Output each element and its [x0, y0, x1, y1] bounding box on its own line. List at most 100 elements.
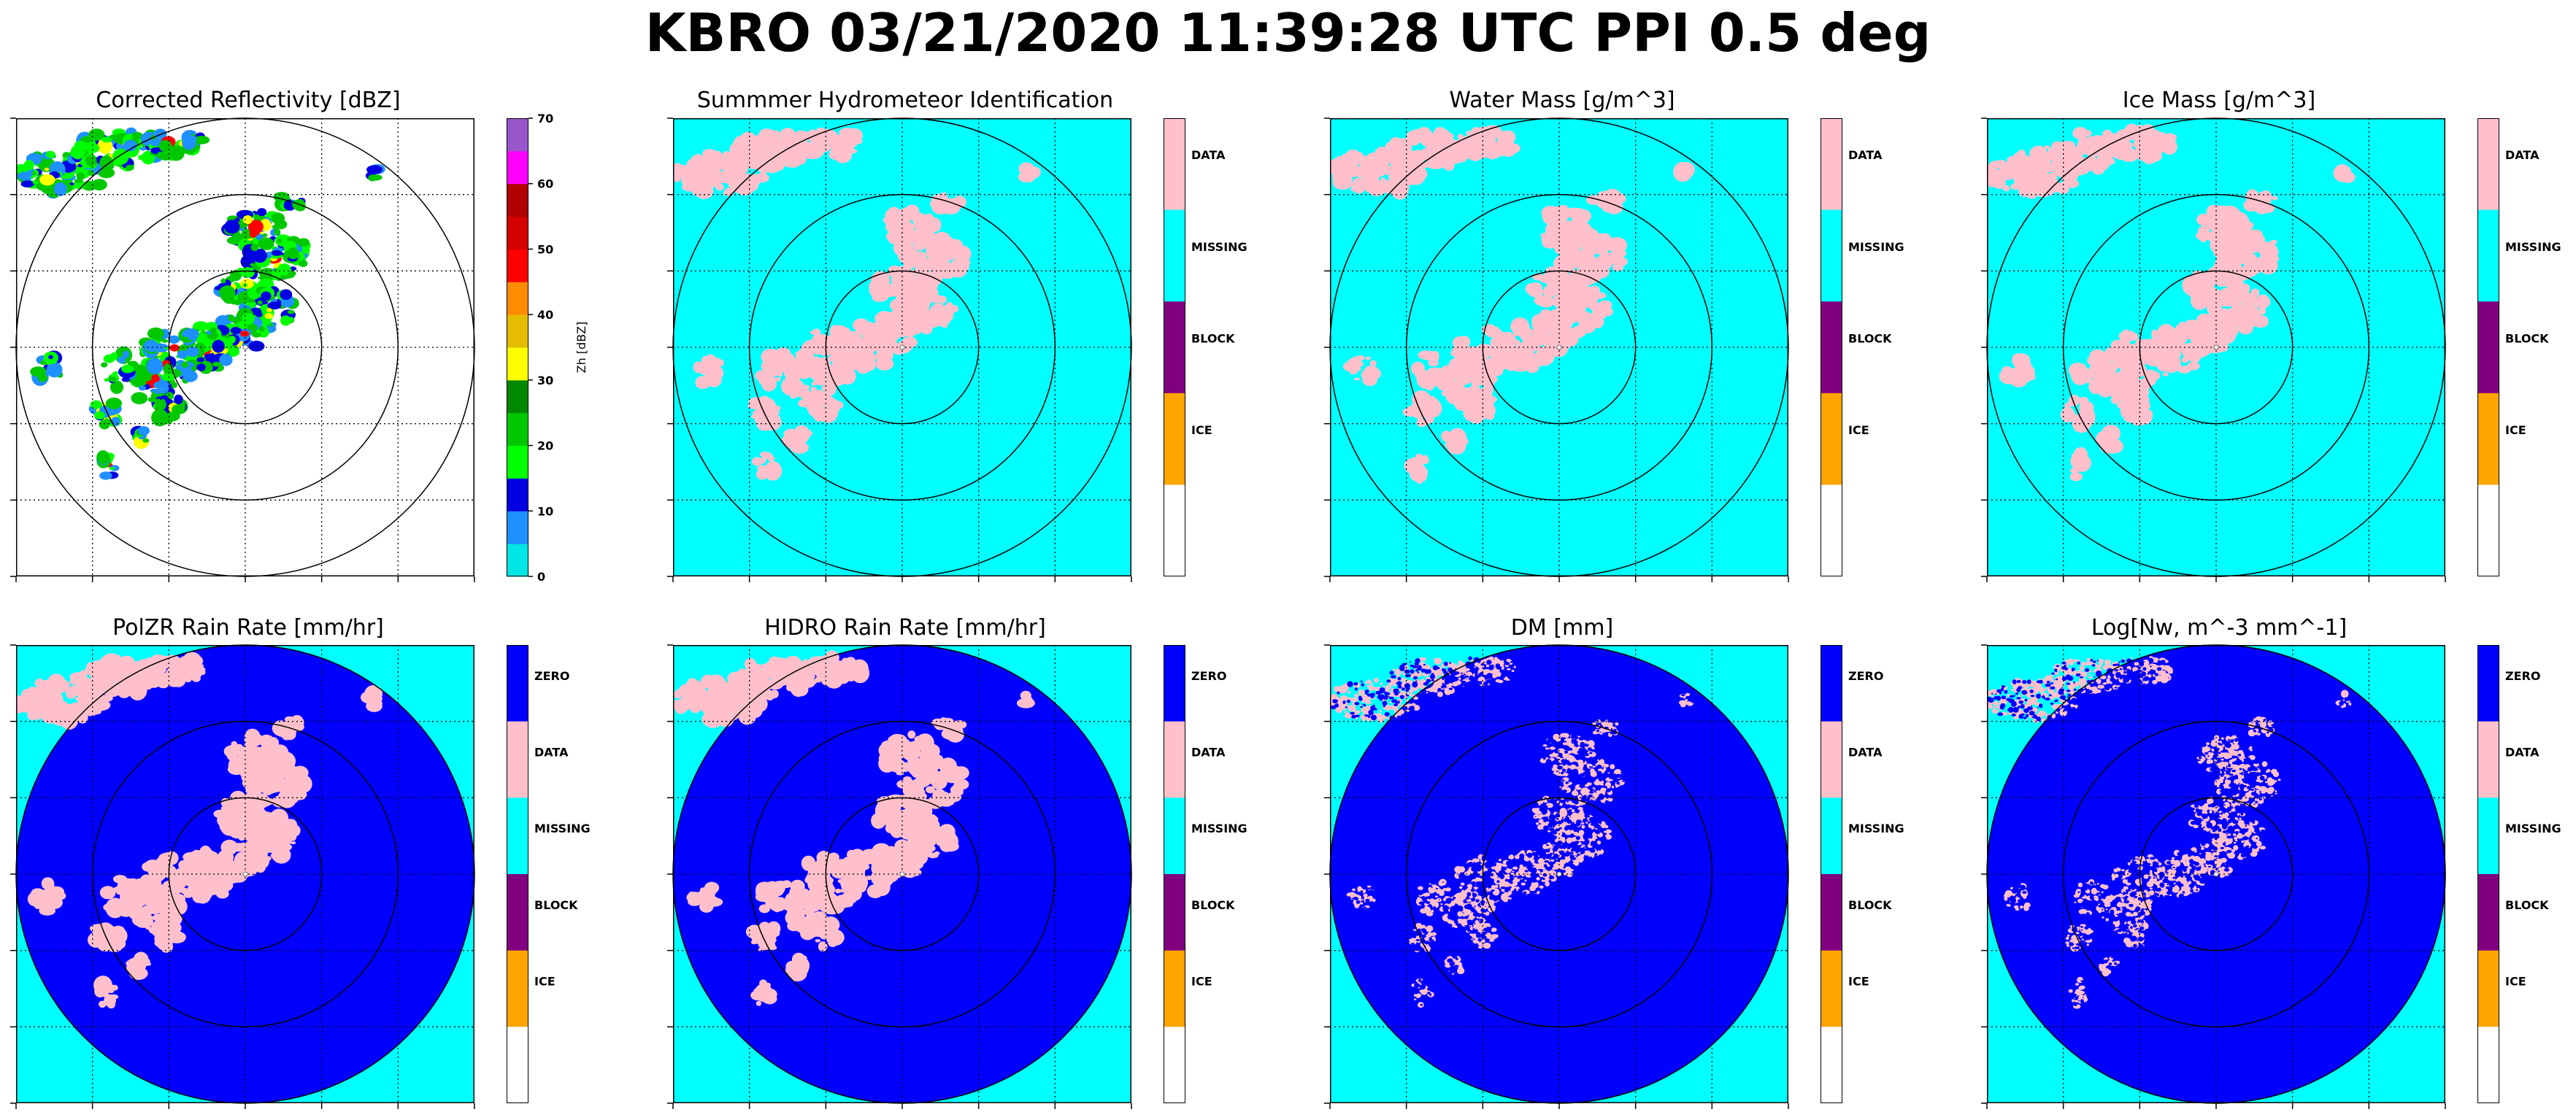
range-ring [91, 720, 399, 1028]
echo-cell [809, 372, 818, 377]
echo-cell [796, 430, 810, 437]
plot-frame [673, 645, 1131, 1103]
echo-cell [2056, 158, 2074, 169]
echo-cell [111, 417, 120, 426]
echo-cell [908, 845, 915, 851]
echo-cell [366, 700, 382, 712]
echo-cell [785, 155, 792, 161]
echo-cell [2199, 235, 2207, 243]
colorbar-segment [1820, 393, 1842, 485]
echo-cell [695, 378, 710, 389]
echo-cell [1349, 155, 1368, 165]
echo-cell [1537, 332, 1547, 338]
echo-cell [1507, 353, 1520, 363]
echo-cell [139, 147, 147, 151]
echo-cell [783, 904, 795, 911]
echo-cell [172, 660, 178, 665]
echo-cell [153, 381, 169, 390]
echo-cell [142, 916, 152, 925]
echo-cell [821, 860, 839, 870]
echo-cell [245, 302, 251, 306]
echo-cell [92, 926, 104, 937]
echo-cell [895, 279, 904, 287]
panel-title-polzr: PolZR Rain Rate [mm/hr] [112, 615, 384, 641]
echo-cell [839, 671, 856, 681]
echo-cell [203, 858, 213, 867]
echo-cell [2234, 212, 2248, 222]
echo-cell [899, 827, 910, 834]
echo-cell [883, 216, 891, 224]
echo-cell [374, 695, 382, 702]
colorbar-tick-label: 40 [537, 308, 553, 322]
plot-canvas [667, 117, 1132, 582]
echo-cell [817, 362, 829, 375]
echo-cell [112, 371, 119, 375]
echo-cell [112, 159, 121, 166]
echo-cell [2031, 148, 2042, 160]
echo-cell [158, 140, 172, 152]
echo-cell [828, 355, 841, 363]
colorbar-category-label: BLOCK [1848, 331, 1892, 345]
colorbar-category-label: DATA [2505, 148, 2540, 162]
echo-cell [2071, 456, 2091, 471]
echo-cell [1412, 169, 1423, 176]
echo-cell [270, 851, 285, 860]
echo-cell [2133, 142, 2141, 148]
echo-cell [1673, 161, 1693, 182]
echo-cell [39, 174, 55, 186]
echo-cell [830, 400, 842, 409]
radar-site-marker [899, 871, 905, 877]
echo-cell [2142, 410, 2153, 416]
echo-cell [298, 260, 308, 267]
echo-cell [874, 311, 894, 327]
echo-cell [118, 356, 126, 364]
echo-cell [1483, 125, 1502, 135]
echo-cell [246, 848, 263, 865]
colorbar-segment [507, 183, 528, 217]
echo-cell [758, 373, 772, 386]
echo-cell [880, 752, 895, 769]
echo-cell [1561, 287, 1566, 293]
echo-cell [1497, 368, 1502, 372]
echo-cell [2100, 152, 2112, 161]
echo-cell [209, 879, 219, 887]
echo-cell [1374, 179, 1381, 186]
echo-cell [922, 814, 938, 824]
colorbar-tick-label: 70 [537, 112, 553, 125]
echo-cell [191, 849, 202, 857]
echo-cell [1987, 163, 1998, 171]
echo-cell [1440, 365, 1458, 375]
echo-cell [2184, 326, 2193, 336]
echo-cell [2162, 328, 2181, 343]
echo-cell [2136, 131, 2150, 147]
echo-cell [2196, 313, 2214, 327]
echo-cell [840, 342, 848, 350]
echo-cell [948, 259, 968, 278]
echo-cell [1431, 165, 1437, 169]
echo-cell [1449, 390, 1464, 401]
echo-cell [947, 771, 954, 779]
echo-cell [2243, 312, 2260, 328]
echo-cell [128, 965, 137, 975]
echo-cell [91, 699, 111, 711]
echo-cell [250, 244, 259, 252]
echo-cell [230, 327, 242, 334]
colorbar-category-label: BLOCK [1191, 331, 1235, 345]
echo-cell [2233, 285, 2250, 299]
echo-cell [745, 687, 755, 692]
colorbar-tick-label: 20 [537, 439, 553, 453]
echo-cell [2080, 406, 2095, 420]
echo-cell [186, 346, 199, 358]
echo-cell [1369, 681, 1373, 685]
echo-cell [1354, 377, 1361, 381]
echo-cell [872, 293, 888, 302]
echo-cell [151, 409, 169, 427]
echo-cell [277, 263, 291, 276]
echo-cell [1596, 241, 1609, 255]
echo-cell [68, 702, 88, 714]
echo-cell [706, 689, 722, 700]
echo-cell [2251, 194, 2261, 204]
echo-cell [212, 361, 222, 367]
colorbar-category-label: ICE [1848, 423, 1869, 437]
